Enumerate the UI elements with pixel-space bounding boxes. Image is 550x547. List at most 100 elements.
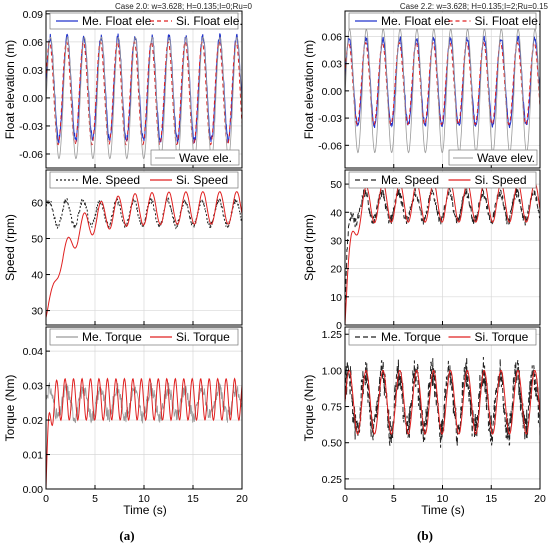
y-tick-label: 40 [31, 270, 43, 282]
x-tick-label: 20 [534, 493, 546, 505]
legend-top: Me. Float ele. Si. Float ele. [49, 12, 243, 30]
y-tick-label: 0.75 [322, 402, 343, 414]
y-tick-label: -0.03 [318, 113, 342, 125]
x-tick-label: 0 [342, 493, 348, 505]
y-tick-label: 30 [330, 235, 342, 247]
y-tick-label: 0.03 [23, 65, 44, 77]
series-line-si-float-ele [345, 42, 540, 126]
legend-label: Wave elev. [477, 151, 535, 165]
legend-label: Me. Torque [381, 330, 441, 344]
x-tick-label: 10 [138, 493, 150, 505]
series-line-me-speed [46, 196, 242, 231]
y-tick-label: 0.00 [322, 86, 343, 98]
series-line-me-torque [46, 381, 242, 424]
caption-a: Case 2.0: w=3.628; H=0.135;I=0;Ru=0 [115, 2, 253, 11]
x-tick-label: 5 [92, 493, 98, 505]
legend-top: Me. Speed Si. Speed [348, 171, 537, 189]
y-tick-label: 0.02 [23, 415, 44, 427]
y-tick-label: -0.06 [19, 149, 43, 161]
legend-box [348, 171, 537, 189]
chart-a-row-1: 30 40 50 60 Speed (rpm) Me. Speed Si. Speed [3, 169, 243, 326]
y-tick-label: 0 [336, 320, 342, 332]
legend-label: Me. Speed [82, 173, 140, 187]
y-axis-label: Speed (rpm) [302, 214, 316, 281]
y-tick-label: 50 [330, 179, 342, 191]
legend-top: Me. Float ele. Si. Float ele. [348, 12, 541, 30]
legend-label: Si. Torque [475, 330, 529, 344]
y-tick-label: 0.25 [322, 474, 343, 486]
y-tick-label: 60 [31, 197, 43, 209]
legend-label: Wave ele. [179, 151, 232, 165]
series-line-me-speed [345, 187, 540, 316]
legend-label: Me. Speed [381, 173, 439, 187]
y-tick-label: 20 [330, 264, 342, 276]
y-tick-label: 0.00 [23, 484, 44, 496]
x-tick-label: 20 [236, 493, 248, 505]
legend-label: Si. Float ele. [176, 14, 243, 28]
y-axis-label: Float elevation (m) [302, 40, 316, 139]
y-tick-label: 30 [31, 306, 43, 318]
series-line-si-torque [46, 377, 242, 489]
legend-bottom: Wave elev. [448, 149, 538, 166]
legend-label: Si. Speed [475, 173, 527, 187]
x-tick-label: 15 [187, 493, 199, 505]
chart-a-row-2: 0.00 0.01 0.02 0.03 0.04 0 5 10 15 20 Torque (Nm) M… [3, 326, 248, 505]
column-b: Case 2.2: w=3.628; H=0.135;I=2;Ru=0.15 T… [400, 2, 549, 543]
legend-label: Me. Torque [82, 330, 142, 344]
y-tick-label: 0.03 [322, 59, 343, 71]
legend-box [348, 12, 537, 30]
legend-top: Me. Torque Si. Torque [348, 328, 537, 346]
series-line-si-speed [46, 191, 242, 318]
caption-b: Case 2.2: w=3.628; H=0.135;I=2;Ru=0.15 [400, 2, 549, 11]
legend-box [150, 149, 240, 166]
y-tick-label: 0.06 [23, 37, 44, 49]
y-tick-label: 0.04 [23, 346, 44, 358]
x-tick-label: 15 [485, 493, 497, 505]
x-tick-label: 5 [391, 493, 397, 505]
y-tick-label: 0.09 [23, 9, 44, 21]
x-tick-label: 0 [43, 493, 49, 505]
legend-box [448, 149, 538, 166]
panel-label-a: (a) [119, 528, 134, 543]
y-tick-label: 40 [330, 207, 342, 219]
y-axis-label: Float elevation (m) [3, 40, 17, 139]
y-axis-label: Torque (Nm) [302, 375, 316, 442]
series-line-si-torque [345, 369, 540, 435]
legend-label: Me. Float ele. [82, 14, 155, 28]
y-tick-label: -0.06 [318, 140, 342, 152]
x-tick-label: 10 [437, 493, 449, 505]
y-tick-label: 50 [31, 233, 43, 245]
y-tick-label: -0.03 [19, 121, 43, 133]
y-tick-label: 0.50 [322, 438, 343, 450]
legend-top: Me. Speed Si. Speed [49, 171, 239, 189]
series-line-wave-ele [46, 36, 242, 160]
legend-bottom: Wave ele. [150, 149, 240, 166]
legend-box [49, 12, 239, 30]
y-tick-label: 1.25 [322, 329, 343, 341]
y-tick-label: 0.06 [322, 31, 343, 43]
y-tick-label: 0.03 [23, 381, 44, 393]
y-axis-label: Torque (Nm) [3, 375, 17, 442]
legend-box [348, 328, 537, 346]
legend-label: Si. Torque [176, 330, 230, 344]
legend-box [49, 328, 239, 346]
legend-label: Me. Float ele. [381, 14, 454, 28]
series-line-wave-elev [345, 28, 540, 154]
series-line-me-float-ele [46, 33, 242, 145]
series-line-si-speed [345, 182, 540, 325]
y-tick-label: 10 [330, 292, 342, 304]
y-tick-label: 0.00 [23, 93, 44, 105]
xlabel-a: Time (s) [123, 503, 167, 517]
column-a: Case 2.0: w=3.628; H=0.135;I=0;Ru=0 Time… [115, 2, 253, 543]
legend-label: Si. Speed [176, 173, 228, 187]
chart-b-row-2: 0.25 0.50 0.75 1.00 1.25 0 5 10 15 20 Torque (Nm) M… [302, 326, 546, 505]
y-axis-label: Speed (rpm) [3, 214, 17, 281]
legend-box [49, 171, 239, 189]
legend-top: Me. Torque Si. Torque [49, 328, 239, 346]
y-tick-label: 0.01 [23, 450, 44, 462]
y-tick-label: 1.00 [322, 365, 343, 377]
